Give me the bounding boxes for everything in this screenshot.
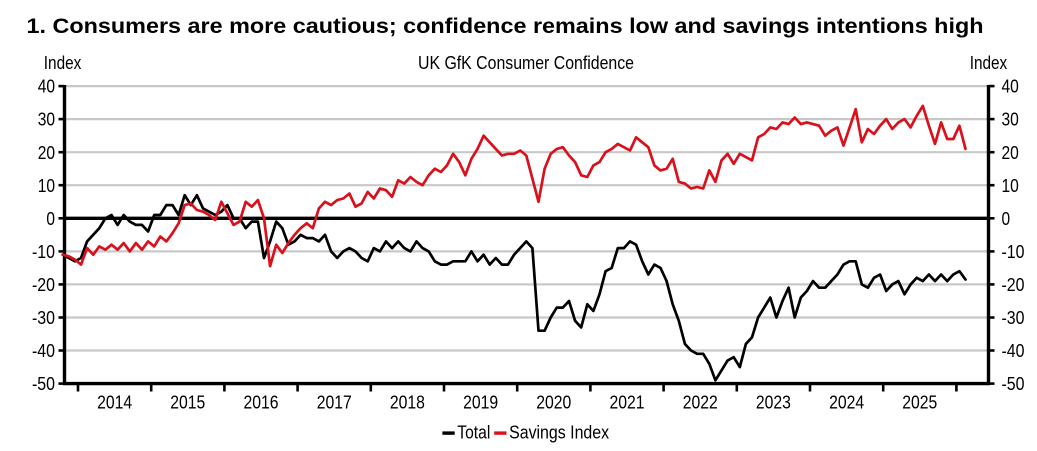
svg-text:-10: -10: [1002, 241, 1025, 262]
svg-text:1. Consumers are more cautious: 1. Consumers are more cautious; confiden…: [27, 14, 984, 38]
svg-text:Index: Index: [970, 52, 1008, 73]
svg-text:2021: 2021: [610, 392, 645, 413]
svg-text:0: 0: [46, 208, 55, 229]
svg-text:2014: 2014: [97, 392, 132, 413]
svg-text:30: 30: [1002, 109, 1019, 130]
svg-text:30: 30: [38, 109, 55, 130]
svg-text:2017: 2017: [317, 392, 352, 413]
svg-text:10: 10: [1002, 175, 1019, 196]
svg-text:40: 40: [38, 76, 55, 97]
svg-text:-50: -50: [32, 373, 55, 394]
svg-text:-50: -50: [1002, 373, 1025, 394]
svg-text:20: 20: [1002, 142, 1019, 163]
svg-text:UK GfK Consumer Confidence: UK GfK Consumer Confidence: [418, 52, 634, 73]
svg-text:-10: -10: [32, 241, 55, 262]
svg-text:20: 20: [38, 142, 55, 163]
svg-text:-20: -20: [32, 274, 55, 295]
svg-text:-20: -20: [1002, 274, 1025, 295]
svg-text:0: 0: [1002, 208, 1011, 229]
svg-text:2019: 2019: [463, 392, 498, 413]
svg-text:-40: -40: [1002, 340, 1025, 361]
svg-text:10: 10: [38, 175, 55, 196]
svg-text:-30: -30: [32, 307, 55, 328]
svg-text:2020: 2020: [536, 392, 571, 413]
svg-text:2022: 2022: [683, 392, 718, 413]
svg-text:2018: 2018: [390, 392, 425, 413]
svg-text:40: 40: [1002, 76, 1019, 97]
svg-text:2016: 2016: [244, 392, 279, 413]
svg-text:2025: 2025: [902, 392, 937, 413]
svg-text:2023: 2023: [756, 392, 791, 413]
svg-text:-40: -40: [32, 340, 55, 361]
svg-text:2024: 2024: [829, 392, 864, 413]
svg-text:Index: Index: [44, 52, 82, 73]
svg-text:Savings Index: Savings Index: [509, 422, 610, 443]
svg-text:2015: 2015: [170, 392, 205, 413]
svg-text:Total: Total: [457, 422, 490, 443]
svg-text:-30: -30: [1002, 307, 1025, 328]
